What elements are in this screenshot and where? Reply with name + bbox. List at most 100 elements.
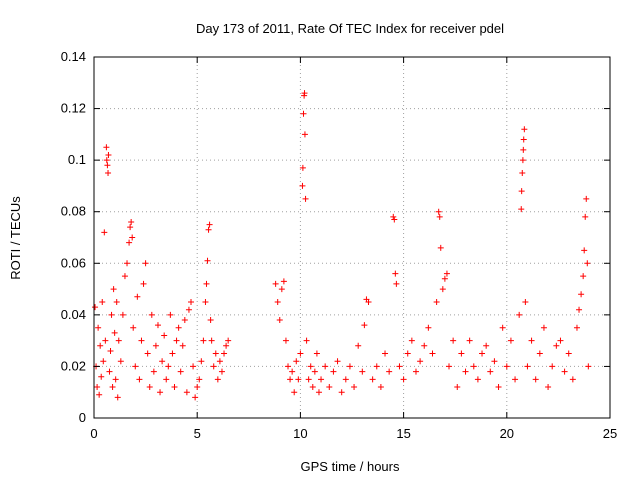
y-tick-label: 0.12: [61, 101, 86, 116]
x-axis-label: GPS time / hours: [301, 459, 400, 474]
data-point: [425, 324, 432, 331]
data-point: [373, 363, 380, 370]
data-point: [311, 368, 318, 375]
data-point: [150, 368, 157, 375]
data-point: [334, 358, 341, 365]
data-point: [289, 368, 296, 375]
y-tick-label: 0.06: [61, 255, 86, 270]
data-point: [495, 384, 502, 391]
data-point: [113, 298, 120, 305]
data-point: [342, 376, 349, 383]
data-point: [104, 162, 111, 169]
data-point: [302, 195, 309, 202]
data-point: [105, 170, 112, 177]
data-point: [280, 278, 287, 285]
data-points: [92, 90, 592, 401]
data-point: [121, 273, 128, 280]
data-point: [223, 342, 230, 349]
x-tick-label: 15: [396, 426, 410, 441]
data-point: [479, 350, 486, 357]
data-point: [580, 273, 587, 280]
data-point: [516, 311, 523, 318]
data-point: [313, 350, 320, 357]
data-point: [202, 298, 209, 305]
data-point: [108, 311, 115, 318]
data-point: [458, 350, 465, 357]
data-point: [96, 391, 103, 398]
data-point: [196, 376, 203, 383]
x-tick-label: 5: [194, 426, 201, 441]
data-point: [545, 384, 552, 391]
data-point: [175, 324, 182, 331]
y-tick-label: 0.08: [61, 204, 86, 219]
data-point: [359, 368, 366, 375]
data-point: [194, 384, 201, 391]
data-point: [584, 260, 591, 267]
x-tick-label: 25: [603, 426, 617, 441]
data-point: [173, 337, 180, 344]
data-point: [386, 368, 393, 375]
y-tick-label: 0.1: [68, 152, 86, 167]
data-point: [404, 350, 411, 357]
data-point: [392, 270, 399, 277]
data-point: [179, 342, 186, 349]
data-point: [307, 363, 314, 370]
data-point: [293, 358, 300, 365]
data-point: [295, 376, 302, 383]
data-point: [92, 304, 99, 311]
data-point: [318, 376, 325, 383]
y-tick-label: 0: [79, 410, 86, 425]
data-point: [117, 358, 124, 365]
data-point: [98, 373, 105, 380]
data-point: [203, 280, 210, 287]
data-point: [412, 368, 419, 375]
data-point: [466, 337, 473, 344]
grid-lines: [94, 57, 610, 418]
data-point: [129, 234, 136, 241]
data-point: [436, 213, 443, 220]
data-point: [128, 219, 135, 226]
data-point: [110, 286, 117, 293]
data-point: [585, 363, 592, 370]
data-point: [518, 188, 525, 195]
y-tick-label: 0.02: [61, 358, 86, 373]
data-point: [272, 280, 279, 287]
data-point: [524, 363, 531, 370]
data-point: [521, 126, 528, 133]
data-point: [171, 384, 178, 391]
data-point: [487, 368, 494, 375]
data-point: [450, 337, 457, 344]
data-point: [99, 298, 106, 305]
data-point: [200, 337, 207, 344]
data-point: [106, 368, 113, 375]
chart-title: Day 173 of 2011, Rate Of TEC Index for r…: [196, 21, 504, 36]
data-point: [282, 337, 289, 344]
data-point: [503, 363, 510, 370]
data-point: [322, 363, 329, 370]
data-point: [161, 332, 168, 339]
data-point: [225, 337, 232, 344]
data-point: [198, 358, 205, 365]
data-point: [512, 376, 519, 383]
data-point: [301, 131, 308, 138]
data-point: [483, 342, 490, 349]
data-point: [520, 146, 527, 153]
data-point: [369, 376, 376, 383]
data-point: [561, 368, 568, 375]
data-point: [109, 384, 116, 391]
data-point: [361, 322, 368, 329]
data-point: [578, 291, 585, 298]
data-point: [326, 384, 333, 391]
data-point: [439, 286, 446, 293]
data-point: [408, 337, 415, 344]
data-point: [208, 337, 215, 344]
data-point: [583, 195, 590, 202]
data-point: [100, 358, 107, 365]
axis-ticks: 0 5 10 15 20 25 0 0.02 0.04 0.06 0.08 0.1 0.12 0.14: [61, 49, 618, 441]
data-point: [400, 376, 407, 383]
x-tick-label: 10: [293, 426, 307, 441]
data-point: [114, 394, 121, 401]
data-point: [528, 337, 535, 344]
data-point: [134, 293, 141, 300]
data-point: [210, 363, 217, 370]
